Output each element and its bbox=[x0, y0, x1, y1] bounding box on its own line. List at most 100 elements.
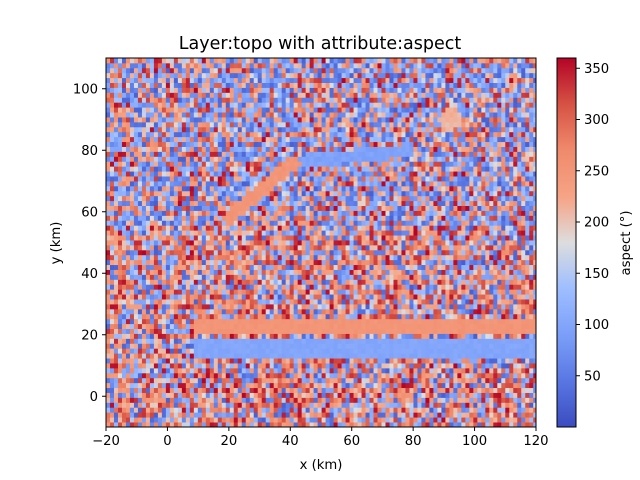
heatmap-cell bbox=[353, 244, 358, 251]
heatmap-cell bbox=[441, 259, 446, 266]
heatmap-cell bbox=[301, 402, 307, 408]
heatmap-cell bbox=[425, 412, 430, 418]
heatmap-cell bbox=[165, 397, 171, 403]
heatmap-cell bbox=[313, 264, 319, 270]
heatmap-cell bbox=[297, 333, 303, 339]
heatmap-cell bbox=[429, 382, 434, 389]
heatmap-cell bbox=[149, 377, 155, 384]
heatmap-cell bbox=[421, 210, 426, 216]
heatmap-cell bbox=[493, 313, 498, 320]
heatmap-cell bbox=[249, 318, 255, 325]
heatmap-cell bbox=[525, 333, 530, 339]
heatmap-cell bbox=[205, 392, 211, 398]
heatmap-cell bbox=[117, 343, 123, 349]
heatmap-cell bbox=[189, 299, 195, 305]
heatmap-cell bbox=[521, 343, 526, 349]
heatmap-cell bbox=[489, 397, 494, 403]
heatmap-cell bbox=[257, 264, 263, 270]
heatmap-cell bbox=[317, 407, 323, 413]
heatmap-cell bbox=[229, 220, 235, 226]
heatmap-cell bbox=[385, 338, 390, 344]
heatmap-cell bbox=[349, 308, 354, 315]
heatmap-cell bbox=[473, 294, 478, 300]
heatmap-cell bbox=[313, 235, 319, 241]
heatmap-cell bbox=[213, 318, 219, 325]
heatmap-cell bbox=[305, 358, 311, 364]
heatmap-cell bbox=[513, 338, 518, 344]
heatmap-cell bbox=[273, 254, 279, 261]
heatmap-cell bbox=[249, 215, 255, 221]
heatmap-cell bbox=[477, 333, 482, 339]
heatmap-cell bbox=[313, 299, 319, 305]
heatmap-cell bbox=[417, 363, 422, 369]
heatmap-cell bbox=[106, 422, 111, 427]
heatmap-cell bbox=[117, 333, 123, 339]
heatmap-cell bbox=[349, 200, 354, 206]
heatmap-cell bbox=[245, 387, 251, 393]
heatmap-cell bbox=[201, 338, 207, 344]
heatmap-cell bbox=[337, 279, 342, 285]
heatmap-cell bbox=[325, 318, 330, 325]
heatmap-cell bbox=[497, 367, 502, 374]
heatmap-cell bbox=[333, 215, 338, 221]
heatmap-cell bbox=[481, 402, 486, 408]
heatmap-cell bbox=[517, 333, 522, 339]
heatmap-cell bbox=[317, 205, 323, 211]
heatmap-cell bbox=[125, 215, 131, 221]
heatmap-cell bbox=[373, 210, 378, 216]
heatmap-cell bbox=[205, 274, 211, 280]
heatmap-cell bbox=[177, 240, 183, 246]
heatmap-cell bbox=[269, 200, 275, 206]
heatmap-cell bbox=[149, 225, 155, 231]
heatmap-cell bbox=[169, 259, 175, 266]
heatmap-cell bbox=[377, 225, 382, 231]
heatmap-cell bbox=[233, 210, 239, 216]
heatmap-cell bbox=[153, 294, 159, 300]
heatmap-cell bbox=[237, 402, 243, 408]
heatmap-cell bbox=[225, 338, 231, 344]
heatmap-cell bbox=[277, 318, 283, 325]
heatmap-cell bbox=[193, 304, 199, 310]
heatmap-cell bbox=[177, 407, 183, 413]
heatmap-cell bbox=[389, 392, 394, 398]
heatmap-cell bbox=[429, 402, 434, 408]
heatmap-cell bbox=[197, 210, 203, 216]
heatmap-cell bbox=[437, 308, 442, 315]
heatmap-cell bbox=[237, 244, 243, 251]
heatmap-cell bbox=[241, 269, 247, 275]
heatmap-cell bbox=[117, 230, 123, 236]
heatmap-cell bbox=[289, 284, 295, 290]
heatmap-cell bbox=[405, 363, 410, 369]
heatmap-cell bbox=[106, 205, 111, 211]
heatmap-cell bbox=[113, 353, 119, 359]
heatmap-cell bbox=[341, 249, 346, 256]
heatmap-cell bbox=[141, 323, 147, 329]
heatmap-cell bbox=[329, 259, 334, 266]
heatmap-cell bbox=[133, 407, 139, 413]
heatmap-cell bbox=[161, 318, 167, 325]
heatmap-cell bbox=[121, 382, 127, 389]
heatmap-cell bbox=[149, 308, 155, 315]
heatmap-cell bbox=[413, 323, 418, 329]
heatmap-cell bbox=[401, 397, 406, 403]
heatmap-cell bbox=[137, 200, 143, 206]
heatmap-cell bbox=[201, 289, 207, 295]
heatmap-cell bbox=[525, 254, 530, 261]
heatmap-cell bbox=[153, 195, 159, 202]
heatmap-cell bbox=[269, 274, 275, 280]
heatmap-cell bbox=[197, 333, 203, 339]
heatmap-cell bbox=[233, 249, 239, 256]
heatmap-cell bbox=[261, 205, 267, 211]
heatmap-cell bbox=[301, 343, 307, 349]
heatmap-cell bbox=[117, 244, 123, 251]
heatmap-cell bbox=[341, 338, 346, 344]
heatmap-cell bbox=[381, 215, 386, 221]
heatmap-cell bbox=[353, 240, 358, 246]
heatmap-cell bbox=[217, 363, 223, 369]
heatmap-cell bbox=[433, 220, 438, 226]
heatmap-cell bbox=[469, 210, 474, 216]
heatmap-cell bbox=[469, 240, 474, 246]
heatmap-cell bbox=[501, 422, 506, 427]
heatmap-cell bbox=[329, 372, 334, 379]
heatmap-cell bbox=[185, 323, 191, 329]
